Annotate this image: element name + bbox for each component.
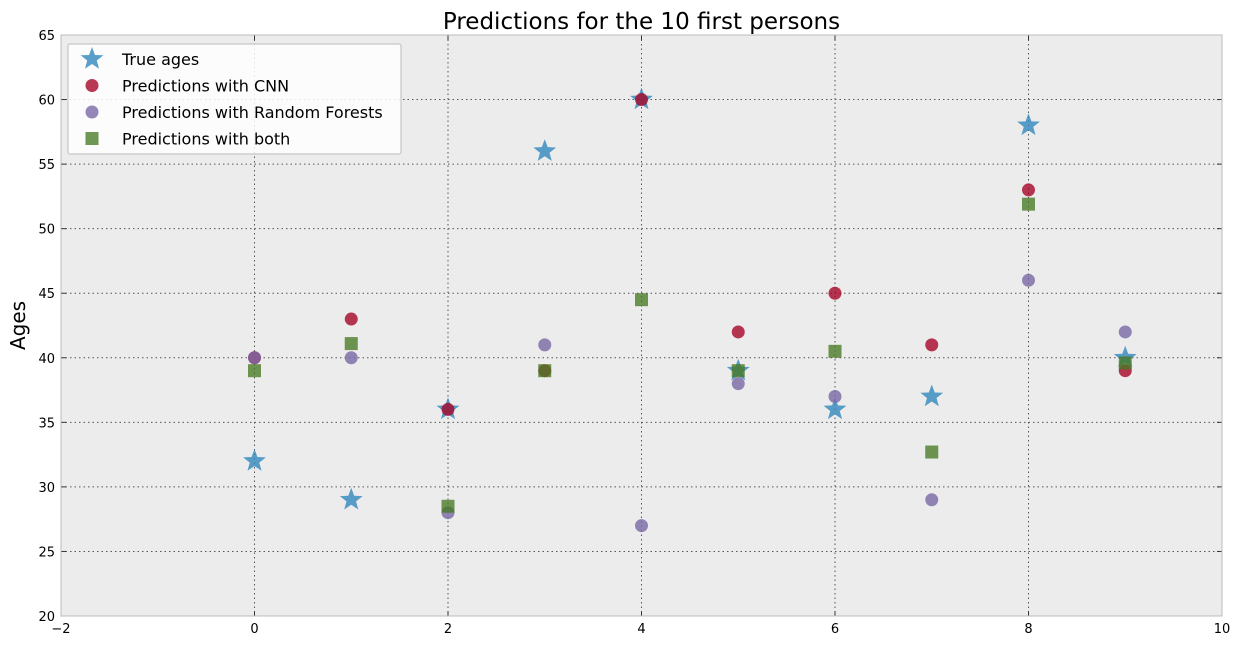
data-point [920,384,944,407]
y-tick-label: 50 [38,223,55,238]
legend-marker [80,47,104,69]
x-tick-label: 2 [444,622,452,637]
data-point [248,351,261,365]
data-point [823,397,847,420]
legend: True ages Predictions with CNN Predictions… [67,43,402,155]
legend-marker [85,79,99,92]
data-point [533,139,557,161]
y-tick-label: 65 [38,29,55,44]
data-point [635,519,648,533]
data-point [1022,273,1035,287]
axis-ticks: −2 0 2 4 6 8 10 20 25 30 35 40 45 50 55 60 65 [38,29,1230,637]
data-point [635,293,648,307]
data-point [441,402,455,416]
data-point [925,493,939,507]
legend-box [67,43,402,155]
plot-frame [60,34,1223,617]
legend-label: Predictions with both [122,130,290,149]
x-tick-label: 0 [250,622,258,637]
x-tick-label: 6 [831,622,839,637]
data-point [1022,183,1035,197]
data-point [925,445,939,459]
data-point [828,344,842,358]
legend-label: Predictions with Random Forests [122,103,383,122]
legend-marker [85,105,99,119]
data-point [1017,113,1040,136]
data-point [441,499,455,513]
y-tick-label: 40 [38,352,55,367]
legend-marker [85,132,99,145]
data-point [243,449,266,471]
data-point [731,377,745,391]
y-tick-label: 20 [38,610,55,625]
data-point [828,390,842,404]
series-4 [248,197,1132,513]
y-tick-label: 35 [38,416,55,431]
data-point [731,325,745,339]
data-point [1118,325,1132,339]
data-point [339,487,363,510]
data-point [344,312,358,326]
y-axis-label: Ages [6,301,30,350]
x-tick-label: −2 [51,622,70,637]
x-tick-label: 4 [637,622,645,637]
y-tick-label: 45 [38,287,55,302]
x-tick-label: 8 [1024,622,1032,637]
data-point [925,338,939,352]
legend-label: Predictions with CNN [122,77,289,96]
data-point [344,351,358,365]
data-point [344,337,358,351]
data-point [538,364,552,378]
y-tick-label: 60 [38,94,55,109]
data-point [248,364,261,378]
data-points [243,87,1137,533]
legend-label: True ages [121,50,199,69]
data-point [635,93,648,107]
y-tick-label: 30 [38,481,55,496]
y-tick-label: 55 [38,158,55,173]
data-point [731,364,745,378]
x-tick-label: 10 [1214,622,1231,637]
data-point [1118,356,1132,370]
data-point [828,286,842,300]
data-point [538,338,552,352]
y-tick-label: 25 [38,545,55,560]
data-point [1022,197,1035,211]
chart-title: Predictions for the 10 first persons [443,9,840,35]
